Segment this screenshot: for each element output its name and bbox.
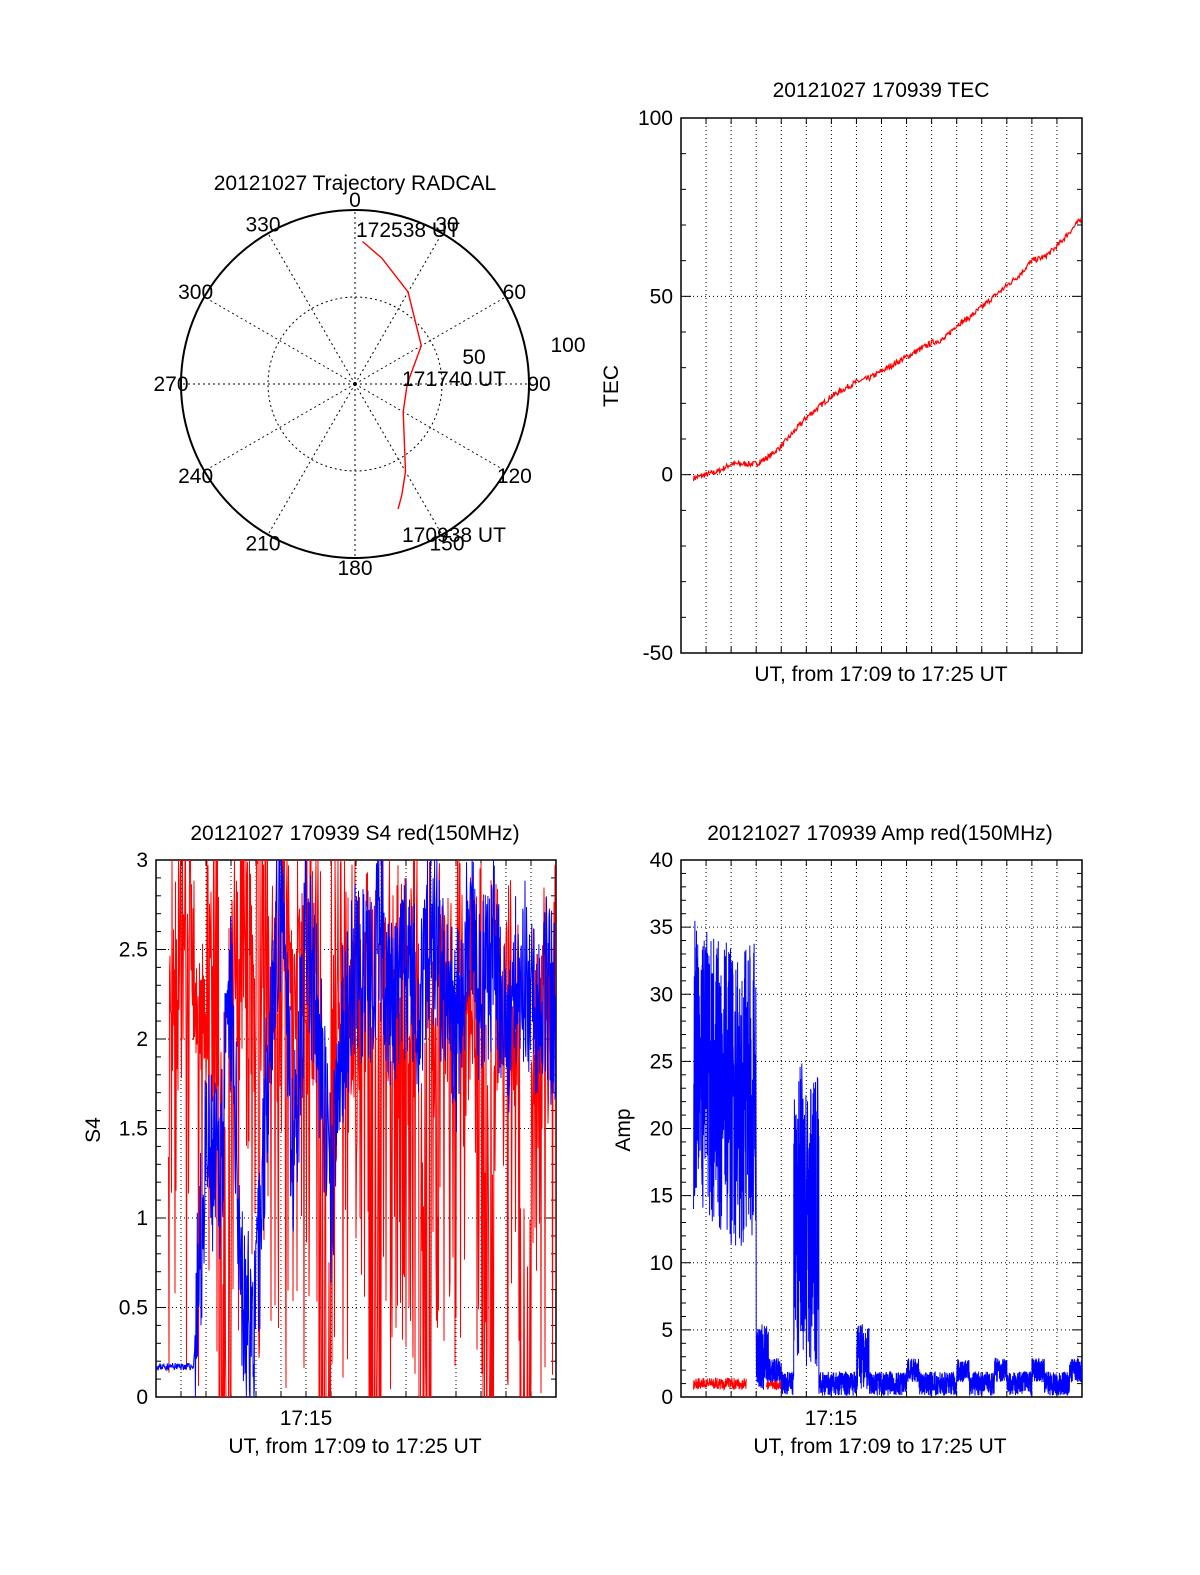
y-tick-label: 35 (650, 916, 673, 939)
y-tick-label: 20 (650, 1118, 673, 1141)
y-tick-label: 2 (136, 1028, 148, 1051)
y-tick-label: 2.5 (119, 939, 148, 962)
polar-azimuth-label-0: 0 (349, 189, 361, 212)
polar-azimuth-label-90: 90 (527, 373, 550, 396)
y-tick-label: 40 (650, 849, 673, 872)
polar-azimuth-label-60: 60 (503, 281, 526, 304)
polar-azimuth-label-270: 270 (153, 373, 188, 396)
polar-grid (180, 209, 530, 559)
tec-xlabel: UT, from 17:09 to 17:25 UT (754, 663, 1007, 686)
polar-azimuth-label-210: 210 (245, 532, 280, 555)
polar-radial-label-50: 50 (462, 346, 485, 369)
polar-annotation-start: 170938 UT (402, 524, 506, 547)
polar-spoke-210 (267, 383, 356, 535)
y-tick-label: 3 (136, 849, 148, 872)
amp-panel: 20121027 170939 Amp red(150MHz) Amp 17:1… (612, 822, 1083, 1458)
y-tick-label: 25 (650, 1050, 673, 1073)
s4-series-group (156, 860, 556, 1397)
tec-plot-area: -50 0 50 100 (638, 107, 1083, 665)
polar-spoke-150 (354, 383, 443, 535)
s4-blue-series (156, 860, 556, 1397)
polar-outer-ring (180, 209, 530, 559)
y-tick-label: 0 (136, 1386, 148, 1409)
polar-azimuth-label-300: 300 (178, 281, 213, 304)
y-tick-label: 50 (650, 285, 673, 308)
polar-azimuth-label-240: 240 (178, 465, 213, 488)
polar-azimuth-label-330: 330 (245, 214, 280, 237)
y-tick-label: 0 (661, 464, 673, 487)
y-tick-label: 10 (650, 1252, 673, 1275)
polar-spoke-120 (354, 383, 506, 472)
y-tick-label: 1.5 (119, 1118, 148, 1141)
polar-spoke-300 (204, 296, 356, 385)
y-tick-label: 1 (136, 1207, 148, 1230)
amp-xtick-1715: 17:15 (805, 1407, 858, 1430)
s4-xtick-1715: 17:15 (280, 1407, 333, 1430)
y-tick-label: 0 (661, 1386, 673, 1409)
amp-ylabel: Amp (612, 1108, 635, 1151)
polar-spoke-30 (354, 233, 443, 385)
polar-radial-label-100: 100 (550, 334, 585, 357)
s4-panel: 20121027 170939 S4 red(150MHz) S4 17:15 … (82, 822, 557, 1458)
polar-tick-labels: 0 30 60 90 120 150 180 210 240 270 300 330 50 100 (153, 189, 585, 580)
polar-spoke-240 (204, 383, 356, 472)
amp-plot-area: 0 5 10 15 20 25 30 35 40 (650, 849, 1083, 1409)
plot-frame (680, 117, 1083, 654)
polar-annotation-mid: 171740 UT (402, 368, 506, 391)
tec-series-line (692, 216, 1082, 482)
y-tick-label: -50 (643, 642, 673, 665)
polar-annotation-end: 172538 UT (356, 219, 460, 242)
tec-ylabel: TEC (600, 365, 623, 407)
y-tick-label: 5 (661, 1319, 673, 1342)
plot-grid: -50 0 50 100 (638, 107, 1083, 665)
amp-xlabel: UT, from 17:09 to 17:25 UT (753, 1435, 1006, 1458)
s4-xlabel: UT, from 17:09 to 17:25 UT (228, 1435, 481, 1458)
s4-ylabel: S4 (82, 1117, 105, 1143)
s4-title: 20121027 170939 S4 red(150MHz) (190, 822, 519, 845)
polar-title: 20121027 Trajectory RADCAL (214, 172, 497, 195)
y-tick-label: 0.5 (119, 1297, 148, 1320)
polar-azimuth-label-120: 120 (497, 465, 532, 488)
polar-spoke-60 (354, 296, 506, 385)
y-tick-label: 30 (650, 983, 673, 1006)
tec-panel: 20121027 170939 TEC TEC UT, from 17:09 t… (600, 79, 1083, 686)
polar-azimuth-label-180: 180 (337, 557, 372, 580)
y-tick-label: 100 (638, 107, 673, 130)
tec-title: 20121027 170939 TEC (773, 79, 990, 102)
polar-azimuth-label-30: 30 (435, 214, 458, 237)
amp-blue-series (693, 920, 1083, 1397)
y-tick-label: 15 (650, 1185, 673, 1208)
polar-trajectory-line (362, 240, 423, 510)
plot-frame (680, 859, 1083, 1398)
amp-red-series (693, 1377, 782, 1392)
s4-plot-area: 0 0.5 1 1.5 2 2.5 3 (119, 849, 557, 1409)
polar-azimuth-label-150: 150 (429, 532, 464, 555)
polar-spoke-330 (267, 233, 356, 385)
polar-panel: 20121027 Trajectory RADCAL 0 30 60 90 120 150… (153, 172, 585, 580)
amp-title: 20121027 170939 Amp red(150MHz) (707, 822, 1053, 845)
